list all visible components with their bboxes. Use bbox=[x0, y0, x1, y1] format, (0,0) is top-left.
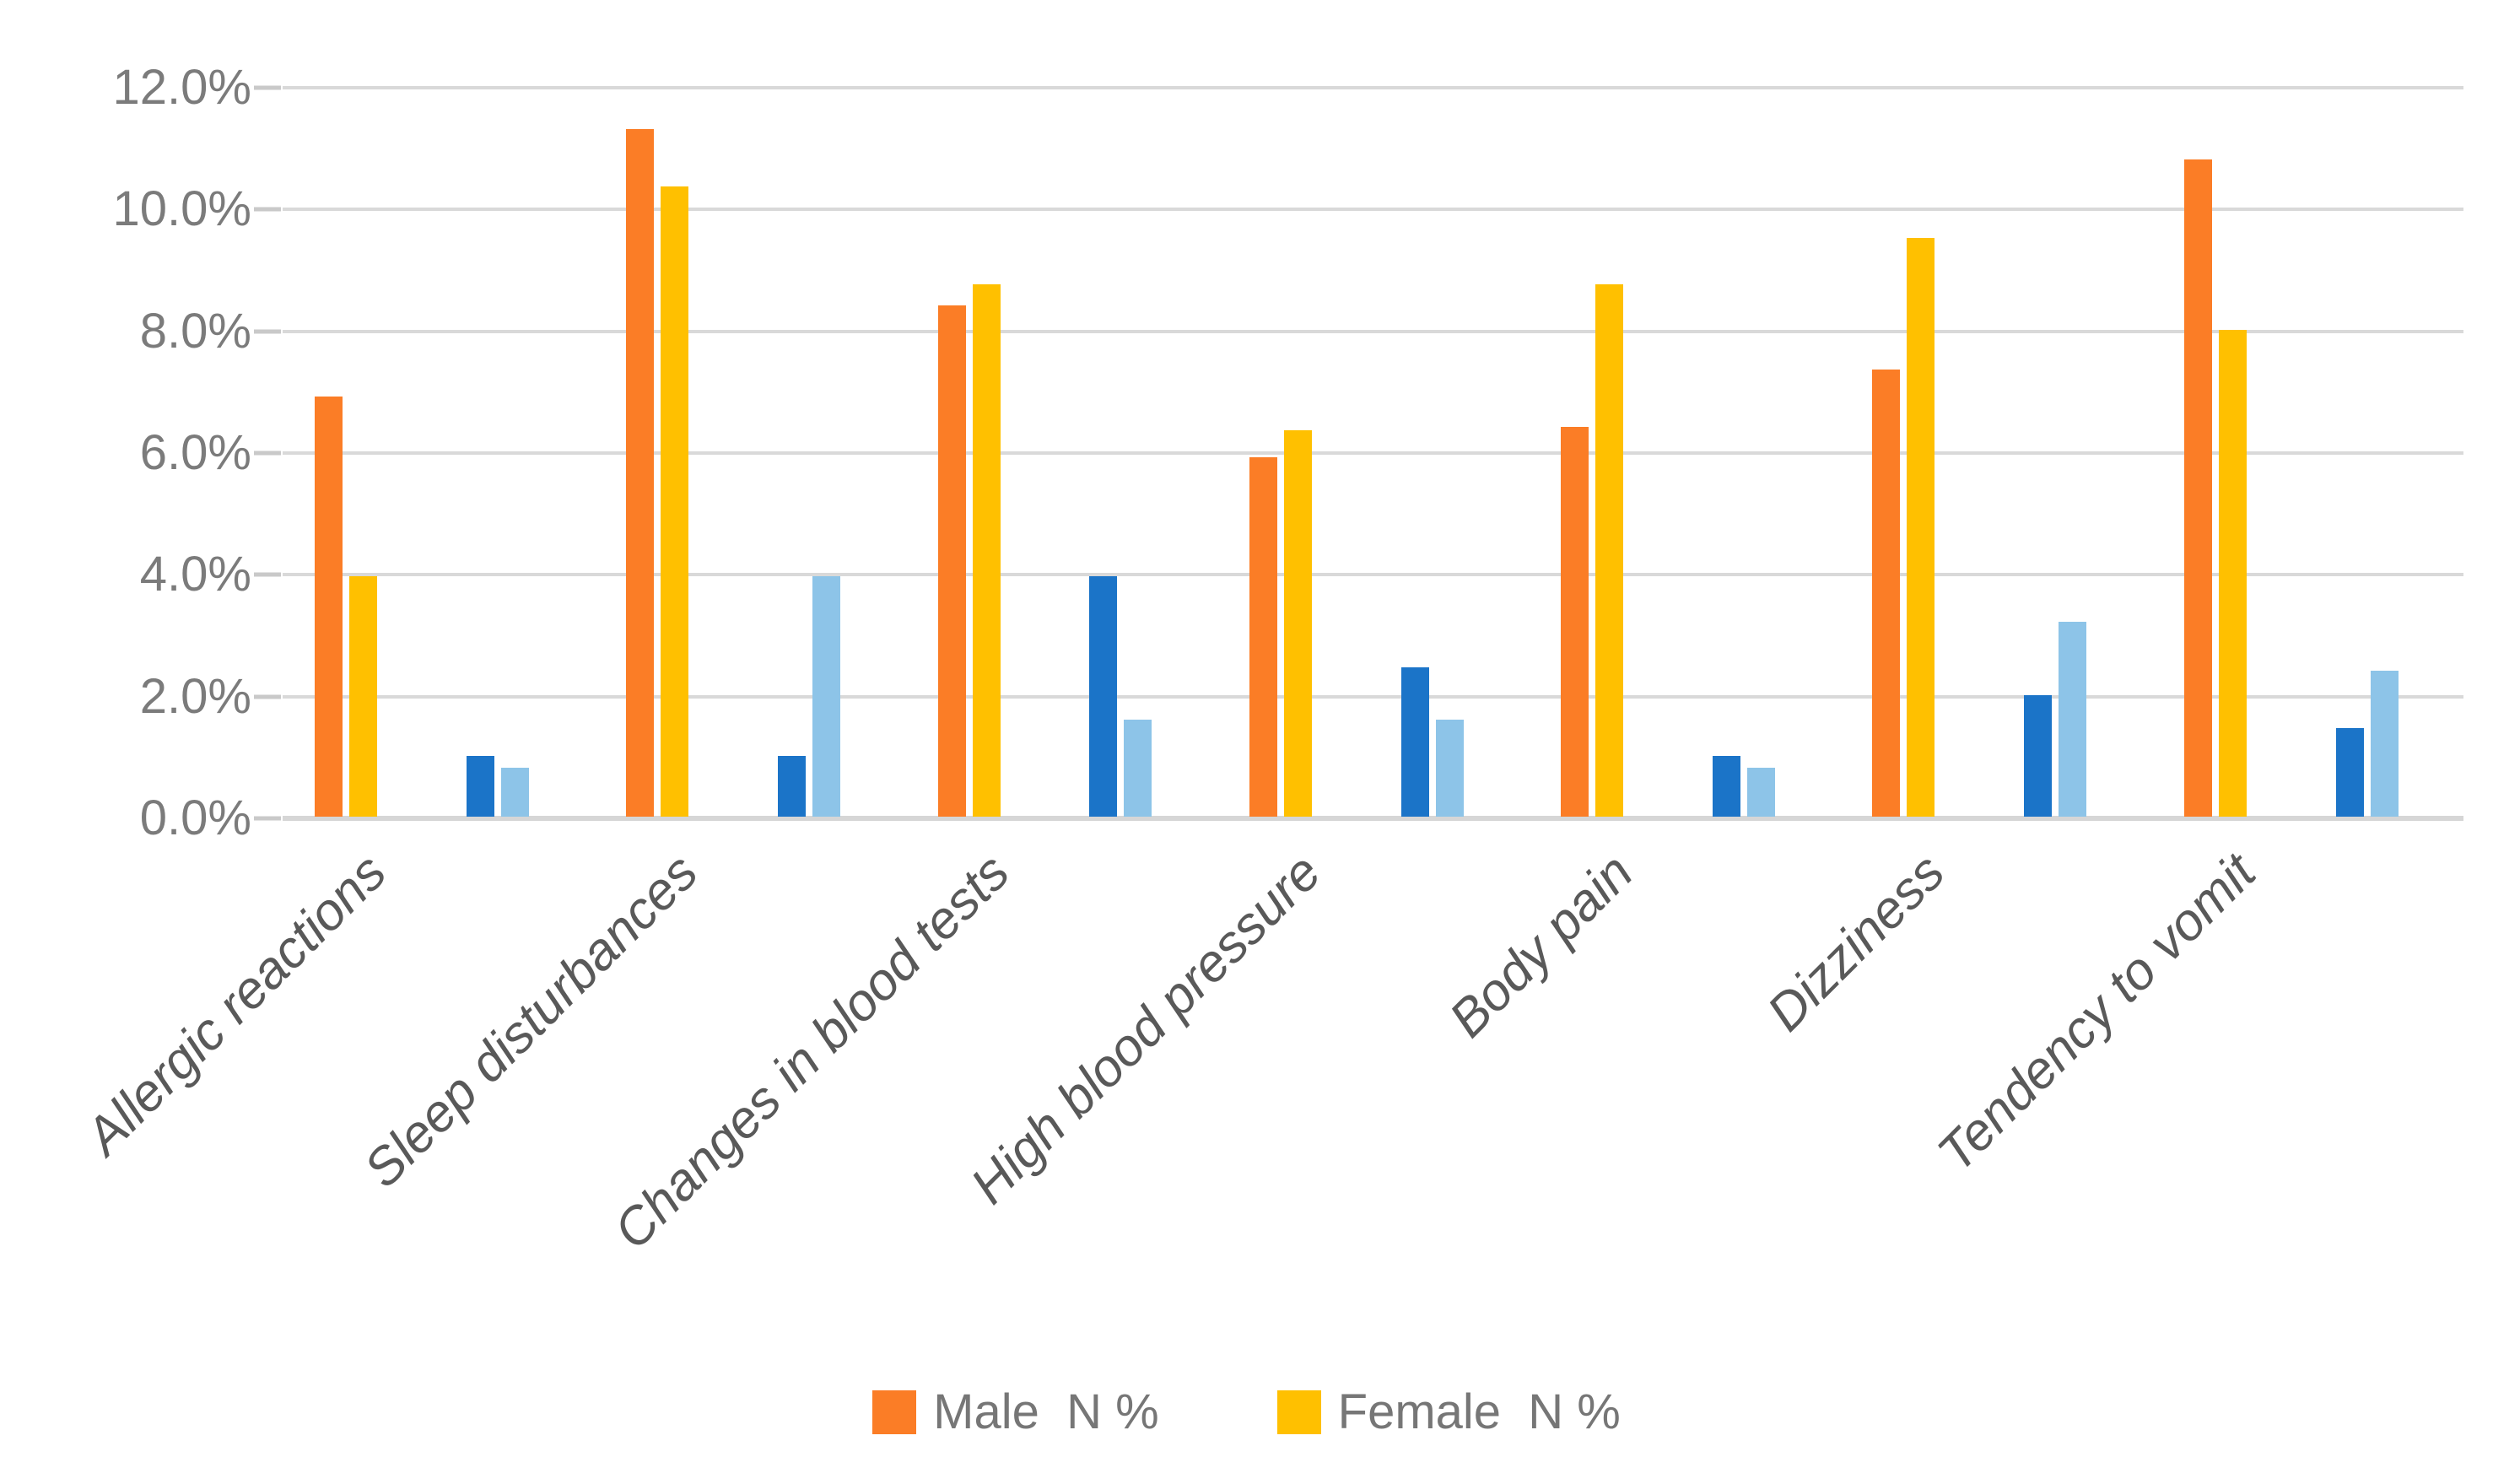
y-axis-tick-label: 4.0% bbox=[139, 547, 251, 602]
category-label: Dizziness bbox=[1756, 843, 1956, 1043]
y-axis-tick-mark bbox=[254, 694, 281, 699]
gridline bbox=[283, 573, 2463, 577]
legend-swatch-male-n-pct bbox=[872, 1390, 917, 1434]
bar-female-n-pct bbox=[1907, 238, 1935, 817]
bar-unlabeled-dark-blue bbox=[778, 756, 806, 817]
bar-female-n-pct bbox=[349, 576, 377, 817]
legend-label: Male N % bbox=[933, 1384, 1159, 1439]
gridline bbox=[283, 208, 2463, 212]
gridline bbox=[283, 694, 2463, 699]
y-axis-tick-mark bbox=[254, 572, 281, 577]
y-axis-tick-label: 12.0% bbox=[112, 60, 251, 115]
bar-unlabeled-light-blue bbox=[812, 576, 840, 817]
bar-female-n-pct bbox=[661, 186, 688, 817]
y-axis-tick-label: 10.0% bbox=[112, 181, 251, 237]
bar-male-n-pct bbox=[1561, 427, 1589, 817]
bar-unlabeled-dark-blue bbox=[2024, 695, 2052, 817]
y-axis-tick-mark bbox=[254, 207, 281, 212]
legend-swatch-female-n-pct bbox=[1276, 1390, 1321, 1434]
y-axis-tick-label: 2.0% bbox=[139, 668, 251, 724]
y-axis-tick-mark bbox=[254, 85, 281, 90]
bar-unlabeled-light-blue bbox=[1747, 768, 1775, 817]
x-axis-line bbox=[283, 816, 2463, 821]
bar-female-n-pct bbox=[1595, 284, 1623, 817]
legend-item-female-n-pct: Female N % bbox=[1276, 1384, 1621, 1439]
gridline bbox=[283, 451, 2463, 455]
gridline bbox=[283, 329, 2463, 333]
category-label: Body pain bbox=[1438, 843, 1644, 1049]
bar-female-n-pct bbox=[2219, 330, 2247, 817]
bar-male-n-pct bbox=[1249, 457, 1277, 817]
y-axis-tick-label: 6.0% bbox=[139, 425, 251, 480]
bar-male-n-pct bbox=[626, 129, 654, 817]
bar-female-n-pct bbox=[973, 284, 1001, 817]
bar-male-n-pct bbox=[938, 305, 966, 817]
legend-label: Female N % bbox=[1337, 1384, 1621, 1439]
bar-female-n-pct bbox=[1284, 430, 1312, 817]
category-label: Tendency to vomit bbox=[1927, 843, 2268, 1184]
bar-unlabeled-dark-blue bbox=[1089, 576, 1117, 817]
category-label: Sleep disturbances bbox=[353, 843, 710, 1199]
bar-unlabeled-dark-blue bbox=[1713, 756, 1740, 817]
bar-unlabeled-light-blue bbox=[2059, 622, 2086, 817]
bar-male-n-pct bbox=[1872, 370, 1900, 817]
y-axis-tick-mark bbox=[254, 329, 281, 334]
bar-unlabeled-dark-blue bbox=[467, 756, 494, 817]
bar-unlabeled-light-blue bbox=[1436, 720, 1464, 817]
y-axis-tick-mark bbox=[254, 816, 281, 821]
bar-male-n-pct bbox=[2184, 159, 2212, 817]
y-axis-tick-label: 8.0% bbox=[139, 303, 251, 359]
category-label: Allergic reactions bbox=[74, 843, 398, 1166]
y-axis-tick-mark bbox=[254, 451, 281, 456]
category-label: High blood pressure bbox=[960, 843, 1333, 1216]
legend-item-male-n-pct: Male N % bbox=[872, 1388, 1159, 1437]
bar-male-n-pct bbox=[315, 397, 343, 817]
bar-unlabeled-dark-blue bbox=[2336, 728, 2364, 817]
bar-unlabeled-light-blue bbox=[2371, 671, 2399, 817]
bar-unlabeled-light-blue bbox=[1124, 720, 1152, 817]
legend: Male N % Female N % bbox=[0, 1388, 2493, 1437]
bar-unlabeled-light-blue bbox=[501, 768, 529, 817]
gridline bbox=[283, 86, 2463, 89]
bar-unlabeled-dark-blue bbox=[1401, 667, 1429, 817]
plot-area bbox=[283, 86, 2463, 821]
y-axis-tick-label: 0.0% bbox=[139, 791, 251, 845]
